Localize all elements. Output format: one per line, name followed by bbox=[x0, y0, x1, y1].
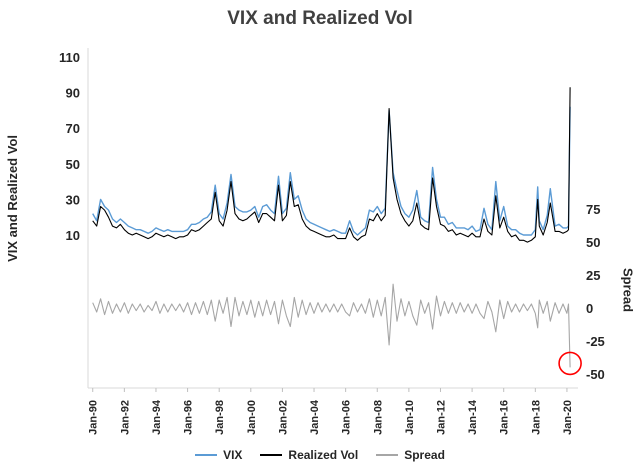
x-axis-tick-label: Jan-98 bbox=[214, 400, 226, 435]
x-axis-tick-label: Jan-14 bbox=[467, 399, 479, 435]
spread-line-swatch bbox=[376, 454, 399, 456]
right-axis-tick-label: 50 bbox=[586, 235, 600, 250]
legend-label-vix: VIX bbox=[223, 448, 243, 462]
vix-line-swatch bbox=[195, 454, 218, 456]
left-axis-tick-label: 30 bbox=[66, 192, 80, 207]
right-axis-tick-label: -50 bbox=[586, 367, 605, 382]
left-axis-tick-label: 110 bbox=[59, 50, 80, 65]
x-axis-tick-label: Jan-16 bbox=[499, 400, 511, 435]
spread-line bbox=[92, 283, 571, 368]
legend-item-realized-vol: Realized Vol bbox=[260, 448, 358, 462]
x-axis-tick-label: Jan-96 bbox=[183, 400, 195, 435]
x-axis-tick-label: Jan-00 bbox=[246, 400, 258, 435]
x-axis-tick-label: Jan-10 bbox=[404, 400, 416, 435]
x-axis-tick-label: Jan-20 bbox=[562, 400, 574, 435]
right-axis-tick-label: 25 bbox=[586, 268, 600, 283]
x-axis-tick-label: Jan-08 bbox=[372, 400, 384, 435]
legend-label-spread: Spread bbox=[404, 448, 445, 462]
x-axis-tick-label: Jan-02 bbox=[277, 400, 289, 435]
chart-title: VIX and Realized Vol bbox=[227, 8, 413, 29]
x-axis-tick-label: Jan-18 bbox=[530, 400, 542, 435]
legend-item-spread: Spread bbox=[376, 448, 445, 462]
legend-label-realized-vol: Realized Vol bbox=[288, 448, 359, 462]
vix-line bbox=[92, 106, 571, 236]
left-axis-tick-label: 70 bbox=[66, 121, 80, 136]
x-axis-tick-label: Jan-06 bbox=[341, 400, 353, 435]
left-axis-title: VIX and Realized Vol bbox=[4, 134, 20, 262]
left-axis-tick-label: 90 bbox=[66, 86, 80, 101]
realized-vol-line-swatch bbox=[260, 454, 283, 456]
legend-item-vix: VIX bbox=[195, 448, 242, 462]
x-axis-tick-label: Jan-12 bbox=[435, 400, 447, 435]
x-axis-tick-label: Jan-90 bbox=[88, 400, 100, 435]
left-axis-tick-label: 50 bbox=[66, 157, 80, 172]
right-axis-tick-label: 0 bbox=[586, 301, 593, 316]
legend: VIX Realized Vol Spread bbox=[0, 448, 640, 462]
right-axis-tick-label: -25 bbox=[586, 334, 605, 349]
left-axis-tick-label: 10 bbox=[66, 228, 80, 243]
x-axis-tick-label: Jan-92 bbox=[119, 400, 131, 435]
x-axis-tick-label: Jan-04 bbox=[309, 399, 321, 435]
right-axis-title: Spread bbox=[620, 267, 636, 313]
right-axis-tick-label: 75 bbox=[586, 202, 600, 217]
annotation-circle bbox=[558, 351, 582, 376]
realized-vol-line bbox=[92, 87, 571, 243]
x-axis-tick-label: Jan-94 bbox=[151, 399, 163, 435]
